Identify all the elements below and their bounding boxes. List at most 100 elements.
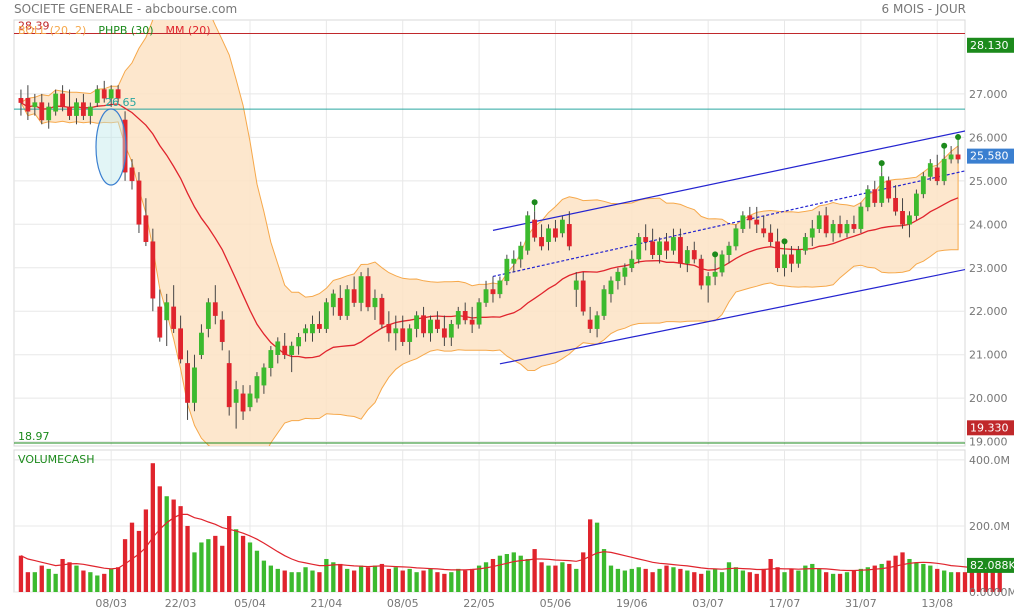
volume-bar xyxy=(192,552,197,592)
volume-bar xyxy=(928,565,933,592)
candle xyxy=(462,310,468,321)
legend-entry: BOLL (20, 2) xyxy=(18,24,86,37)
candle xyxy=(60,93,65,108)
candle xyxy=(650,241,656,255)
volume-bar xyxy=(81,570,86,592)
volume-bar xyxy=(351,570,357,592)
volume-bar xyxy=(664,565,669,592)
volume-bar xyxy=(948,572,954,592)
volume-bar xyxy=(830,573,836,592)
candle xyxy=(483,289,489,303)
volume-bar xyxy=(164,496,169,592)
price-axis-tick-label: 20.000 xyxy=(969,392,1008,405)
candle xyxy=(358,276,364,303)
candle xyxy=(254,376,260,399)
candle xyxy=(122,119,128,173)
candle xyxy=(782,254,787,269)
volume-bar xyxy=(95,575,100,592)
volume-bar xyxy=(581,552,586,592)
volume-bar xyxy=(150,463,155,592)
candle xyxy=(25,97,31,112)
volume-bar xyxy=(18,555,24,592)
volume-axis-tick-label: 200.0M xyxy=(969,520,1010,533)
candle xyxy=(809,228,815,238)
volume-bar xyxy=(997,564,1002,592)
volume-bar xyxy=(338,563,343,592)
x-axis-tick-label: 21/04 xyxy=(311,597,343,610)
volume-bar xyxy=(810,563,815,592)
volume-bar xyxy=(296,572,301,592)
candle xyxy=(539,237,544,247)
candle xyxy=(900,211,905,225)
volume-bar xyxy=(990,572,995,592)
price-axis-tick-label: 25.000 xyxy=(969,175,1008,188)
candle xyxy=(802,237,808,251)
candle xyxy=(733,228,739,247)
volume-bar xyxy=(136,530,142,592)
volume-bar xyxy=(261,560,267,592)
volume-bar xyxy=(365,567,371,592)
price-axis-tick-label: 24.000 xyxy=(969,218,1008,231)
volume-bar xyxy=(199,542,204,592)
volume-bar xyxy=(754,573,759,592)
price-axis-tick-label: 21.000 xyxy=(969,349,1008,362)
volume-bar xyxy=(53,573,58,592)
volume-bar xyxy=(685,570,690,592)
volume-bar xyxy=(893,555,898,592)
candle xyxy=(740,215,746,229)
volume-axis-tick-label: 0.0000M xyxy=(969,586,1014,599)
candle xyxy=(101,89,107,99)
volume-bar xyxy=(213,535,218,592)
volume-bar xyxy=(733,567,739,592)
volume-bar xyxy=(122,539,128,592)
candle xyxy=(497,280,503,295)
candle xyxy=(32,102,38,108)
candle xyxy=(441,328,447,338)
candle xyxy=(490,289,496,295)
volume-bar xyxy=(712,568,718,592)
candle xyxy=(837,224,843,234)
candle xyxy=(684,250,690,264)
volume-bar xyxy=(553,565,558,592)
volume-bars xyxy=(18,463,1002,592)
candle xyxy=(865,189,871,208)
chart-title: SOCIETE GENERALE - abcbourse.com xyxy=(14,2,238,16)
volume-bar xyxy=(504,554,510,592)
volume-bar xyxy=(247,542,253,592)
candle xyxy=(143,215,149,242)
x-axis-tick-label: 05/04 xyxy=(234,597,266,610)
legend-entry: PHPB (30) xyxy=(98,24,153,37)
candle xyxy=(282,345,288,355)
volume-bar xyxy=(865,567,870,592)
volume-bar xyxy=(740,570,746,592)
volume-bar xyxy=(414,572,419,592)
candle xyxy=(615,271,621,282)
volume-bar xyxy=(594,522,600,592)
candle xyxy=(795,250,801,264)
x-axis-tick-label: 05/06 xyxy=(540,597,572,610)
candle xyxy=(698,258,704,286)
volume-bar xyxy=(310,570,315,592)
volume-bar xyxy=(60,558,65,592)
volume-bar xyxy=(358,565,364,592)
candle xyxy=(476,302,482,325)
trend-channel-line xyxy=(492,130,965,231)
volume-bar xyxy=(32,572,37,592)
x-axis-tick-label: 22/05 xyxy=(463,597,495,610)
candle xyxy=(747,215,753,221)
axis-value-box xyxy=(967,557,1014,573)
volume-bar xyxy=(650,572,655,592)
axis-value-box xyxy=(967,420,1014,436)
candle xyxy=(289,345,295,355)
volume-bar xyxy=(428,568,433,592)
candle xyxy=(414,315,420,329)
candle xyxy=(18,97,24,103)
candle xyxy=(421,315,426,334)
volume-bar xyxy=(955,572,961,592)
volume-bar xyxy=(532,549,537,592)
candle xyxy=(608,280,614,295)
candle xyxy=(664,241,669,251)
candle xyxy=(365,276,371,308)
candle xyxy=(317,324,322,329)
volume-bar xyxy=(254,550,260,592)
